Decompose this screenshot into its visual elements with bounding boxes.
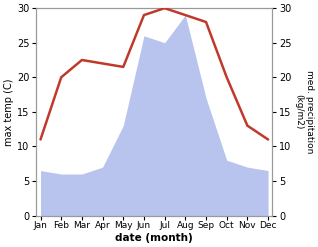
Y-axis label: med. precipitation
(kg/m2): med. precipitation (kg/m2): [294, 70, 314, 154]
X-axis label: date (month): date (month): [115, 233, 193, 243]
Y-axis label: max temp (C): max temp (C): [4, 78, 14, 145]
